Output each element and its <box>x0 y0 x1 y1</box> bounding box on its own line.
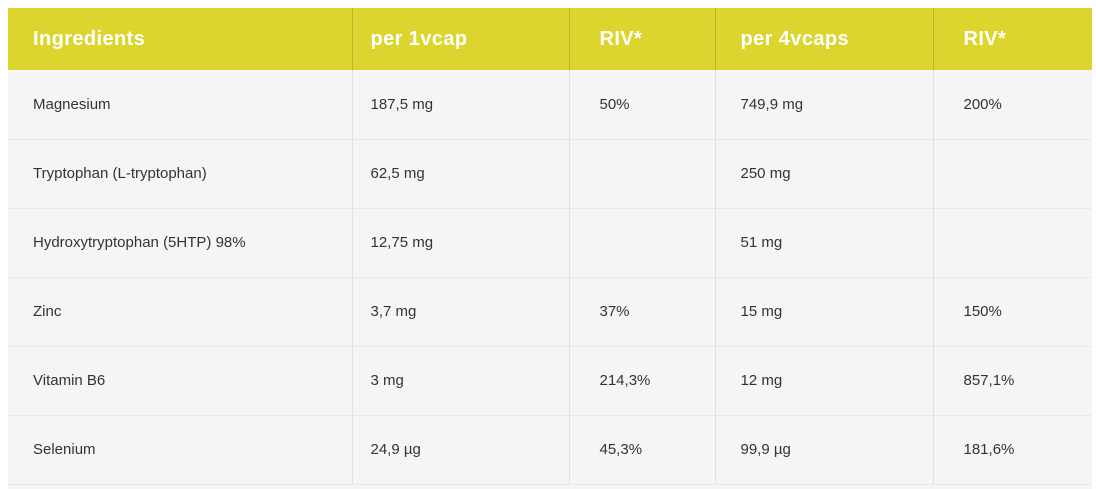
cell-per-1vcap: 12,75 mg <box>351 207 569 277</box>
cell-per-1vcap: 3 mg <box>351 345 569 415</box>
cell-ingredient: Vitamin B6 <box>8 345 352 415</box>
cell-riv-1vcap: 45,3% <box>568 414 715 485</box>
cell-ingredient: Hydroxytryptophan (5HTP) 98% <box>8 207 352 277</box>
cell-riv-1vcap: 37% <box>568 276 715 346</box>
cell-per-4vcaps: 99,9 µg <box>714 414 933 485</box>
ingredients-table: Ingredients per 1vcap RIV* per 4vcaps RI… <box>8 8 1092 485</box>
cell-riv-1vcap: 50% <box>568 70 715 139</box>
cell-riv-1vcap: 214,3% <box>568 345 715 415</box>
table-row: Tryptophan (L-tryptophan) 62,5 mg 250 mg <box>8 138 1092 208</box>
cell-per-4vcaps: 51 mg <box>714 207 933 277</box>
cell-ingredient: Selenium <box>8 414 352 485</box>
cell-ingredient: Tryptophan (L-tryptophan) <box>8 138 352 208</box>
column-header-per-1vcap: per 1vcap <box>351 8 569 70</box>
cell-riv-1vcap <box>568 207 715 277</box>
table-body: Magnesium 187,5 mg 50% 749,9 mg 200% Try… <box>8 70 1092 485</box>
cell-per-4vcaps: 749,9 mg <box>714 70 933 139</box>
cell-riv-1vcap <box>568 138 715 208</box>
table-header: Ingredients per 1vcap RIV* per 4vcaps RI… <box>8 8 1092 70</box>
cell-per-4vcaps: 250 mg <box>714 138 933 208</box>
cell-per-1vcap: 187,5 mg <box>351 70 569 139</box>
column-header-riv-4vcaps: RIV* <box>932 8 1092 70</box>
cell-per-1vcap: 24,9 µg <box>351 414 569 485</box>
cell-ingredient: Zinc <box>8 276 352 346</box>
cell-riv-4vcaps: 181,6% <box>932 414 1092 485</box>
cell-riv-4vcaps: 857,1% <box>932 345 1092 415</box>
table-row: Zinc 3,7 mg 37% 15 mg 150% <box>8 276 1092 346</box>
table-row: Magnesium 187,5 mg 50% 749,9 mg 200% <box>8 70 1092 139</box>
table-row: Vitamin B6 3 mg 214,3% 12 mg 857,1% <box>8 345 1092 415</box>
cell-riv-4vcaps <box>932 138 1092 208</box>
column-header-riv-1vcap: RIV* <box>568 8 715 70</box>
next-row-cutoff <box>8 484 1092 489</box>
column-header-per-4vcaps: per 4vcaps <box>714 8 933 70</box>
cell-per-4vcaps: 12 mg <box>714 345 933 415</box>
cell-riv-4vcaps: 150% <box>932 276 1092 346</box>
header-row: Ingredients per 1vcap RIV* per 4vcaps RI… <box>8 8 1092 70</box>
supplement-facts-table: Ingredients per 1vcap RIV* per 4vcaps RI… <box>8 8 1092 489</box>
table-row: Hydroxytryptophan (5HTP) 98% 12,75 mg 51… <box>8 207 1092 277</box>
table-row: Selenium 24,9 µg 45,3% 99,9 µg 181,6% <box>8 414 1092 485</box>
column-header-ingredients: Ingredients <box>8 8 352 70</box>
cell-per-1vcap: 62,5 mg <box>351 138 569 208</box>
cell-per-1vcap: 3,7 mg <box>351 276 569 346</box>
cell-riv-4vcaps: 200% <box>932 70 1092 139</box>
cell-per-4vcaps: 15 mg <box>714 276 933 346</box>
cell-ingredient: Magnesium <box>8 70 352 139</box>
cell-riv-4vcaps <box>932 207 1092 277</box>
